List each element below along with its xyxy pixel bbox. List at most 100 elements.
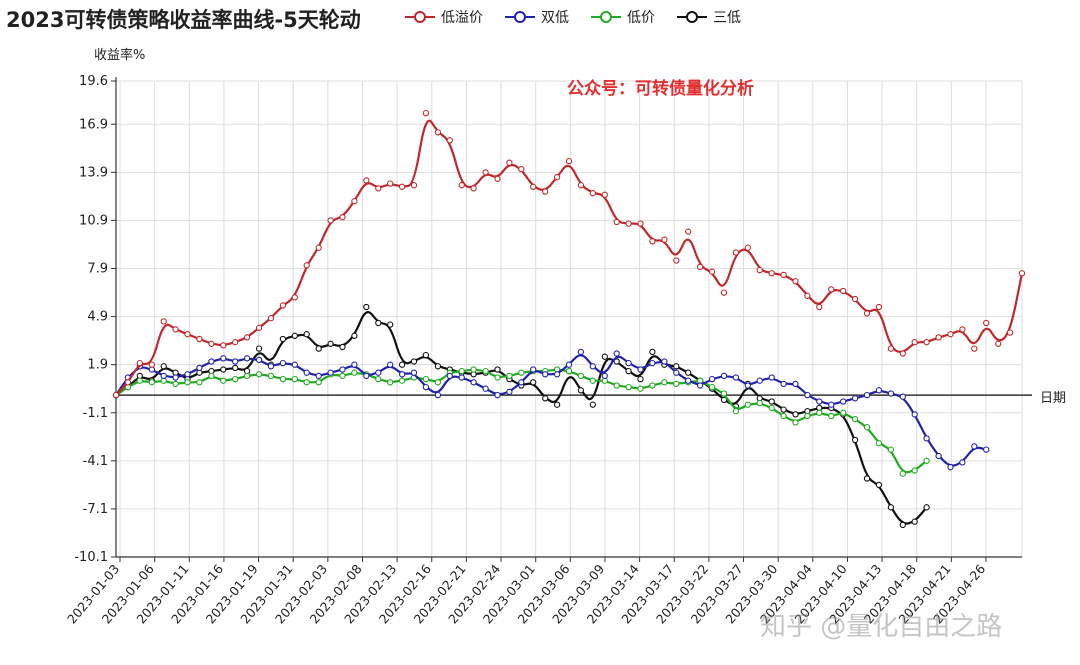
data-point-series-2 (875, 440, 883, 447)
data-point-series-0 (398, 183, 406, 190)
data-point-series-2 (851, 416, 859, 423)
data-point-series-0 (959, 326, 966, 333)
data-point-series-0 (351, 198, 358, 205)
data-point-series-2 (387, 379, 394, 386)
data-point-series-2 (518, 369, 525, 376)
data-point-series-0 (255, 324, 263, 331)
data-point-series-0 (518, 165, 525, 173)
data-point-series-2 (804, 412, 811, 420)
data-point-series-3 (851, 436, 859, 444)
legend-item-low-price[interactable]: 低价 (591, 7, 655, 27)
grid (116, 80, 1023, 558)
watermark-text: 公众号：可转债量化分析 (567, 79, 754, 99)
data-point-series-0 (327, 217, 334, 224)
series-lines (112, 109, 1026, 529)
data-point-series-0 (887, 345, 895, 352)
data-point-series-0 (935, 334, 942, 341)
data-point-series-1 (291, 361, 298, 368)
legend-item-low-premium[interactable]: 低溢价 (405, 7, 483, 27)
data-point-series-0 (768, 270, 775, 277)
axes: 19.6 16.9 13.9 10.9 7.9 4.9 1.9 -1.1 -4.1 -7.1 -10… (64, 74, 1032, 627)
y-axis-label: 收益率% (94, 48, 146, 63)
data-point-series-1 (506, 388, 513, 396)
data-point-series-3 (303, 331, 310, 338)
data-point-series-3 (315, 345, 322, 352)
data-point-series-2 (232, 375, 239, 383)
data-point-series-0 (720, 289, 728, 296)
data-point-series-1 (267, 363, 275, 370)
data-point-series-2 (589, 377, 596, 384)
data-point-series-3 (899, 521, 906, 529)
data-point-series-1 (410, 369, 418, 376)
data-point-series-2 (732, 408, 740, 415)
data-point-series-1 (792, 380, 799, 388)
data-point-series-1 (649, 359, 656, 367)
data-point-series-1 (220, 355, 227, 362)
data-point-series-0 (160, 318, 167, 325)
data-point-series-3 (685, 369, 692, 376)
data-point-series-0 (148, 361, 155, 368)
legend-swatch-low-premium (405, 11, 435, 23)
legend-item-double-low[interactable]: 双低 (505, 7, 569, 27)
data-point-series-1 (625, 359, 632, 367)
data-point-series-3 (887, 504, 895, 511)
data-point-series-2 (494, 374, 501, 381)
data-point-series-1 (732, 374, 740, 381)
data-point-series-3 (494, 366, 501, 373)
data-point-series-1 (673, 369, 680, 376)
data-point-series-1 (923, 435, 930, 442)
data-point-series-1 (637, 366, 644, 373)
data-point-series-1 (708, 375, 716, 383)
data-point-series-3 (792, 411, 799, 418)
data-point-series-0 (649, 238, 656, 245)
data-point-series-0 (422, 109, 430, 117)
data-point-series-0 (971, 345, 978, 352)
data-point-series-2 (458, 367, 465, 375)
legend-item-triple-low[interactable]: 三低 (677, 7, 741, 27)
data-point-series-0 (196, 335, 203, 343)
data-point-series-2 (339, 372, 346, 380)
data-point-series-3 (291, 332, 298, 339)
data-point-series-1 (255, 356, 263, 364)
data-point-series-1 (720, 372, 728, 380)
data-point-series-1 (530, 366, 537, 373)
data-point-series-2 (255, 371, 263, 378)
data-point-series-3 (339, 343, 346, 351)
data-point-series-1 (243, 355, 251, 362)
data-point-series-2 (506, 372, 513, 380)
data-point-series-1 (172, 374, 179, 381)
data-point-series-0 (816, 303, 823, 311)
data-point-series-3 (637, 375, 644, 383)
legend-label-low-premium: 低溢价 (441, 10, 483, 26)
data-point-series-2 (482, 367, 489, 375)
data-point-series-0 (744, 244, 751, 251)
data-point-series-1 (863, 391, 871, 399)
data-point-series-0 (553, 174, 561, 181)
data-point-series-0 (363, 177, 370, 184)
data-point-series-1 (482, 385, 489, 392)
data-point-series-0 (589, 190, 596, 197)
data-point-series-0 (792, 278, 799, 285)
data-point-series-3 (363, 303, 370, 311)
data-point-series-3 (327, 340, 334, 347)
data-point-series-1 (768, 374, 775, 381)
data-point-series-0 (303, 262, 310, 269)
data-point-series-2 (637, 385, 644, 392)
data-point-series-2 (649, 382, 656, 389)
data-point-series-0 (124, 379, 132, 386)
data-point-series-3 (863, 475, 871, 482)
data-point-series-2 (279, 375, 287, 383)
legend-label-double-low: 双低 (541, 10, 569, 26)
data-point-series-2 (267, 372, 275, 380)
data-point-series-0 (530, 183, 537, 190)
legend-swatch-double-low (505, 11, 535, 23)
data-point-series-0 (780, 271, 787, 279)
data-point-series-1 (756, 377, 763, 384)
y-tick-label: 1.9 (87, 358, 108, 373)
data-point-series-0 (685, 228, 692, 235)
data-point-series-0 (339, 214, 346, 221)
data-point-series-3 (542, 395, 549, 402)
data-point-series-0 (732, 249, 740, 256)
data-point-series-0 (661, 236, 668, 243)
data-point-series-2 (816, 409, 823, 416)
